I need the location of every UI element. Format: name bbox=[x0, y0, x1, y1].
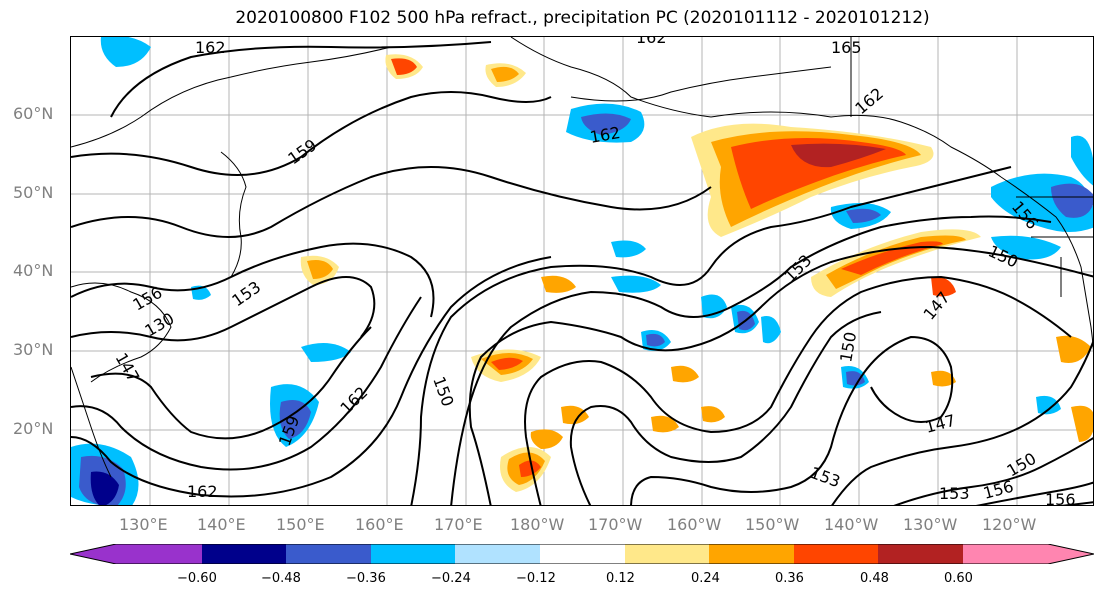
colorbar-tick-label: −0.12 bbox=[516, 571, 556, 586]
contour-label: 147 bbox=[923, 411, 957, 437]
lat-label-30n: 30°N bbox=[13, 340, 54, 359]
lon-label-180w: 180°W bbox=[510, 515, 565, 534]
refractivity-contours bbox=[71, 41, 1093, 505]
lon-label-150e: 150°E bbox=[276, 515, 325, 534]
colorbar-tick-label: −0.60 bbox=[177, 571, 217, 586]
lon-label-160w: 160°W bbox=[667, 515, 722, 534]
map-title: 2020100800 F102 500 hPa refract., precip… bbox=[235, 8, 930, 28]
lon-label-160e: 160°E bbox=[355, 515, 404, 534]
contour-label: 162 bbox=[195, 38, 226, 57]
contour-label: 150 bbox=[836, 330, 860, 363]
lat-label-50n: 50°N bbox=[13, 183, 54, 202]
lon-label-150w: 150°W bbox=[745, 515, 800, 534]
colorbar-segment bbox=[709, 544, 794, 564]
lat-label-40n: 40°N bbox=[13, 261, 54, 280]
lon-label-140w: 140°W bbox=[824, 515, 879, 534]
colorbar-segment bbox=[540, 544, 625, 564]
colorbar-segment bbox=[794, 544, 878, 564]
contour-label: 150 bbox=[429, 374, 457, 409]
colorbar-tick-label: 0.60 bbox=[944, 571, 973, 586]
contour-label: 156 bbox=[1045, 490, 1076, 506]
coastlines bbox=[71, 37, 1093, 478]
lat-label-20n: 20°N bbox=[13, 419, 54, 438]
colorbar-segment bbox=[625, 544, 709, 564]
lon-label-140e: 140°E bbox=[197, 515, 246, 534]
lon-label-170e: 170°E bbox=[434, 515, 483, 534]
contour-label: 153 bbox=[939, 484, 970, 503]
colorbar-segment bbox=[70, 544, 202, 564]
colorbar-tick-label: −0.24 bbox=[431, 571, 471, 586]
lon-label-120w: 120°W bbox=[982, 515, 1037, 534]
contour-label: 162 bbox=[851, 84, 887, 118]
colorbar-segment bbox=[963, 544, 1094, 564]
contour-label: 162 bbox=[187, 482, 218, 501]
colorbar-segment bbox=[202, 544, 286, 564]
colorbar-tick-label: −0.48 bbox=[261, 571, 301, 586]
colorbar-segment bbox=[286, 544, 371, 564]
contour-label: 162 bbox=[636, 37, 667, 47]
map-canvas: 162 162 165 162 159 162 156 156 153 153 … bbox=[71, 37, 1093, 506]
colorbar-segment bbox=[878, 544, 963, 564]
colorbar-tick-label: 0.24 bbox=[691, 571, 720, 586]
lat-label-60n: 60°N bbox=[13, 104, 54, 123]
contour-label: 162 bbox=[588, 123, 621, 147]
colorbar-tick-label: −0.36 bbox=[346, 571, 386, 586]
shaded-anomalies bbox=[71, 37, 1093, 505]
colorbar-segment bbox=[371, 544, 455, 564]
colorbar-tick-label: 0.48 bbox=[860, 571, 889, 586]
contour-label: 165 bbox=[831, 38, 862, 57]
lon-label-130e: 130°E bbox=[119, 515, 168, 534]
map-panel: 162 162 165 162 159 162 156 156 153 153 … bbox=[70, 36, 1094, 506]
contour-label: 147 bbox=[112, 350, 144, 386]
contour-label: 153 bbox=[228, 277, 264, 310]
contour-label: 153 bbox=[808, 463, 843, 491]
colorbar-tick-label: 0.12 bbox=[606, 571, 635, 586]
colorbar bbox=[70, 544, 1094, 564]
lon-label-130w: 130°W bbox=[903, 515, 958, 534]
colorbar-segment bbox=[455, 544, 540, 564]
lon-label-170w: 170°W bbox=[588, 515, 643, 534]
colorbar-tick-label: 0.36 bbox=[775, 571, 804, 586]
